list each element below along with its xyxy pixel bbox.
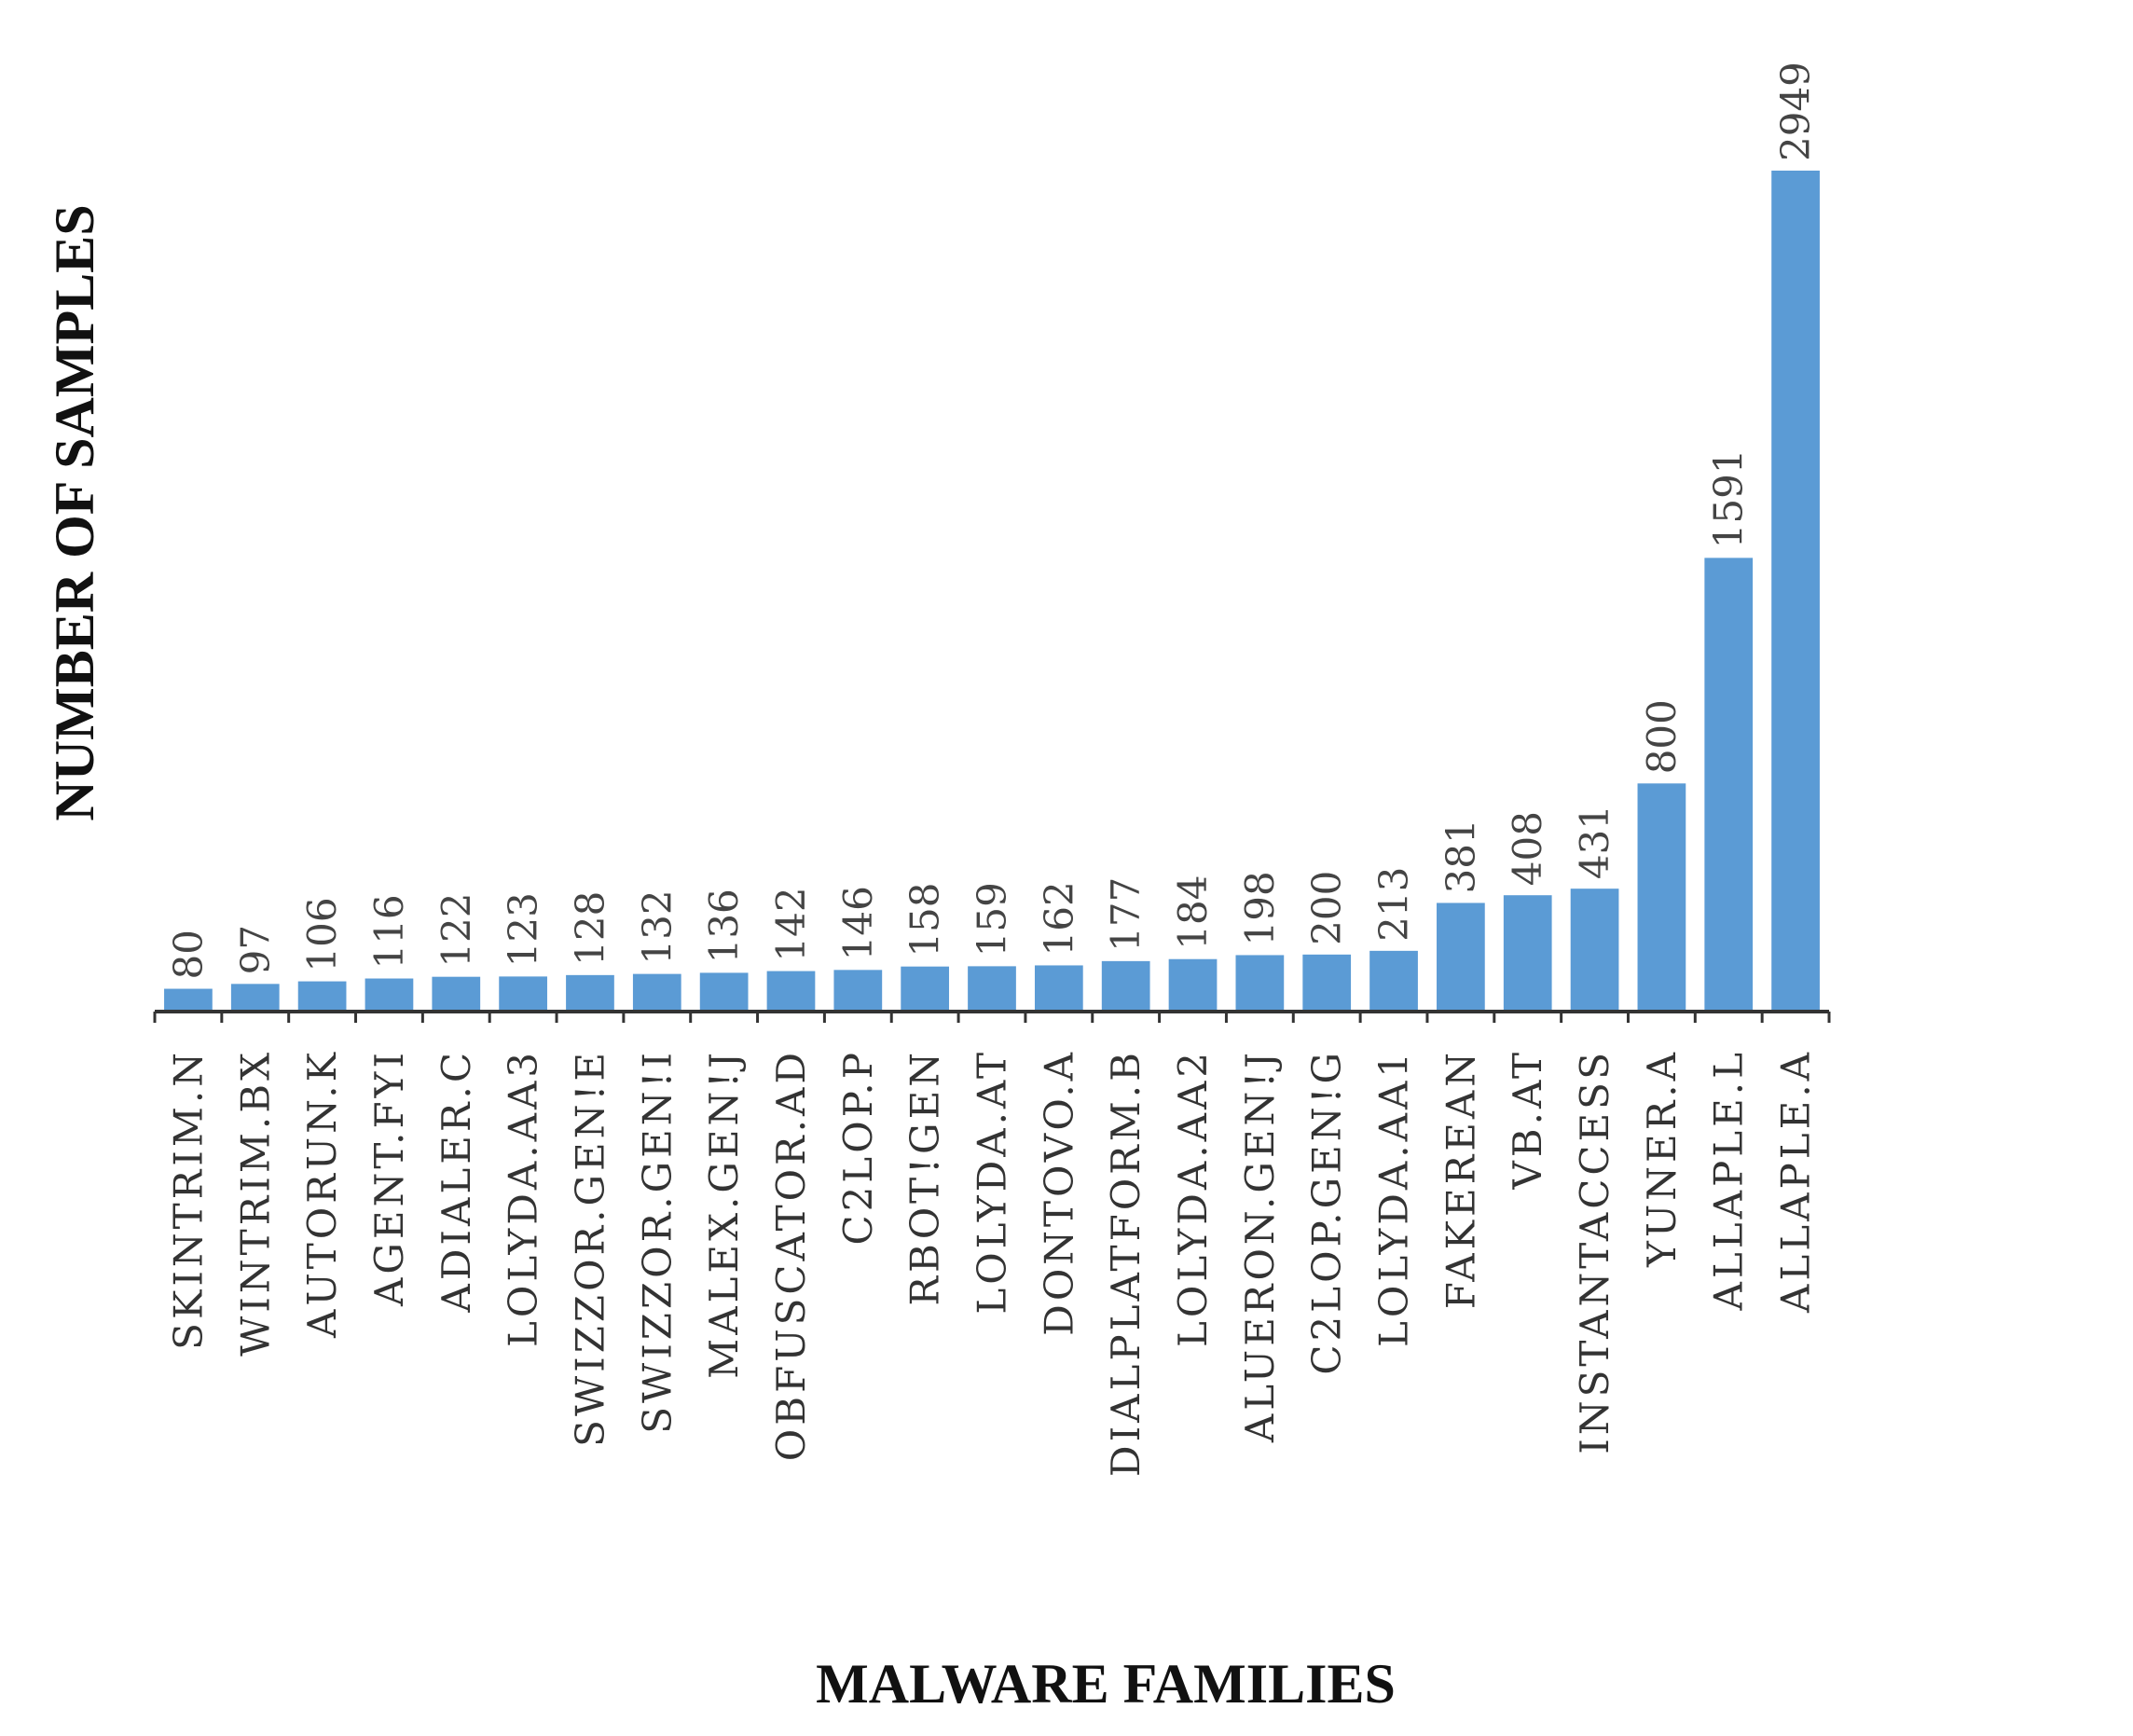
bar-c2lop-p (833, 970, 883, 1012)
bar-alueron-gen-j (1235, 955, 1285, 1012)
category-label: LOLYDA.AA2 (1170, 1049, 1216, 1347)
bar-malex-gen-j (699, 972, 749, 1012)
bar-lolyda-at (968, 966, 1016, 1012)
value-label: 106 (299, 897, 345, 971)
value-label: 200 (1304, 871, 1350, 945)
value-label: 158 (902, 883, 948, 958)
bar-swizzor-gen-i (632, 973, 681, 1012)
value-label: 132 (634, 889, 680, 964)
category-label: ALLAPLE.A (1773, 1049, 1819, 1314)
bar-c2lop-gen-g (1302, 954, 1352, 1012)
bar-agent-fyi (365, 978, 414, 1012)
value-label: 431 (1572, 805, 1617, 879)
bar-adialer-c (432, 976, 481, 1012)
value-labels-group: 80 97 106 116 122 123 128 132 136 142 146 158 159 162… (165, 62, 1818, 979)
category-label: DONTOVO.A (1036, 1049, 1081, 1336)
bar-vb-at (1503, 895, 1552, 1012)
category-label: C2LOP.P (835, 1049, 881, 1246)
category-label: LOLYDA.AA3 (501, 1049, 546, 1347)
category-label: SWIZZOR.GEN!E (567, 1049, 612, 1447)
value-label: 142 (768, 887, 814, 961)
value-label: 159 (970, 882, 1015, 957)
category-label: ALUERON.GEN!J (1237, 1049, 1283, 1443)
bar-dialplatform-b (1101, 960, 1150, 1012)
category-label: DIALPLATFORM.B (1103, 1049, 1149, 1477)
category-label: YUNER.A (1639, 1049, 1685, 1268)
bar-lolyda-aa2 (1168, 958, 1218, 1012)
bar-obfuscator-ad (766, 971, 816, 1012)
bar-rbot-gen (901, 966, 950, 1012)
category-label: VB.AT (1505, 1049, 1550, 1191)
bar-lolyda-aa1 (1369, 950, 1418, 1012)
category-label: LOLYDA.AA1 (1371, 1049, 1417, 1347)
category-label: RBOT!GEN (902, 1049, 948, 1306)
value-label: 122 (433, 893, 479, 968)
bar-wintrim-bx (230, 984, 280, 1012)
value-label: 408 (1505, 811, 1550, 886)
category-label: AUTORUN.K (299, 1049, 345, 1339)
category-label: MALEX.GEN!J (701, 1049, 747, 1379)
category-label: LOLYDA.AT (970, 1049, 1015, 1315)
bar-instantaccess (1570, 889, 1619, 1012)
value-label: 136 (701, 889, 747, 963)
value-label: 198 (1237, 871, 1283, 945)
category-label: INSTANTACCESS (1572, 1049, 1617, 1454)
value-label: 184 (1170, 875, 1216, 950)
category-label: ALLAPLE.L (1706, 1049, 1752, 1312)
value-label: 123 (501, 892, 546, 967)
bar-allaple-l (1704, 558, 1754, 1012)
category-label: WINTRIM.BX (232, 1049, 278, 1357)
bar-yuner-a (1637, 783, 1686, 1012)
value-label: 80 (165, 930, 211, 979)
x-axis-title: MALWARE FAMILIES (816, 1653, 1396, 1715)
value-label: 2949 (1773, 62, 1819, 161)
value-label: 177 (1103, 877, 1149, 952)
value-label: 381 (1438, 819, 1483, 893)
category-label: SKINTRIM.N (165, 1049, 211, 1350)
value-label: 162 (1036, 881, 1081, 956)
value-label: 146 (835, 886, 881, 960)
bar-swizzor-gen-e (566, 974, 614, 1012)
bars-group (164, 171, 1820, 1012)
category-label: SWIZZOR.GEN!I (634, 1049, 680, 1434)
x-axis-ticks-group (153, 1012, 1831, 1023)
bar-fakerean (1437, 902, 1485, 1012)
category-labels-group: SKINTRIM.N WINTRIM.BX AUTORUN.K AGENT.FYI AD… (165, 1049, 1818, 1477)
bar-dontovo-a (1034, 965, 1083, 1012)
category-label: FAKEREAN (1438, 1049, 1483, 1309)
category-label: AGENT.FYI (366, 1049, 412, 1307)
category-label: OBFUSCATOR.AD (768, 1049, 814, 1461)
bar-skintrim-n (164, 988, 213, 1012)
value-label: 116 (366, 894, 412, 969)
category-label: ADIALER.C (433, 1049, 479, 1314)
category-label: C2LOP.GEN!G (1304, 1049, 1350, 1375)
bar-lolyda-aa3 (499, 976, 547, 1012)
y-axis-title: NUMBER OF SAMPLES (44, 204, 105, 820)
value-label: 800 (1639, 699, 1685, 774)
bar-autorun-k (297, 981, 347, 1012)
bar-allaple-a (1771, 171, 1820, 1012)
value-label: 128 (567, 891, 612, 966)
value-label: 1591 (1706, 448, 1752, 548)
value-label: 97 (232, 925, 278, 974)
value-label: 213 (1371, 867, 1417, 942)
